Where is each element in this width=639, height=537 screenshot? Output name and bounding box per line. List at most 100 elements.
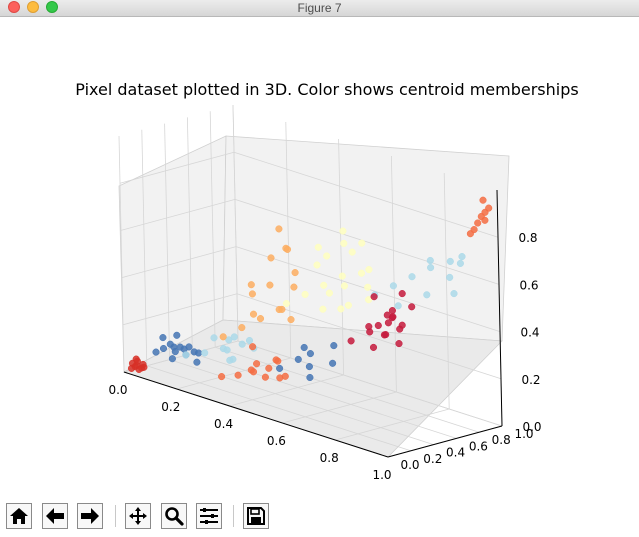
- data-point: [276, 364, 284, 372]
- grid-line-x: [338, 138, 344, 376]
- data-point: [171, 348, 179, 356]
- data-point: [485, 204, 493, 212]
- grid-line-z: [120, 199, 236, 231]
- data-point: [267, 254, 275, 262]
- data-point: [382, 331, 390, 339]
- grid-line-y: [164, 123, 170, 360]
- data-point: [337, 305, 345, 313]
- home-button[interactable]: [6, 503, 32, 529]
- save-floppy-icon: [247, 507, 265, 525]
- z-tick-label: 0.4: [520, 326, 539, 340]
- configure-subplots-button[interactable]: [196, 503, 222, 529]
- zoom-window-button[interactable]: [46, 1, 58, 13]
- data-point: [323, 252, 331, 260]
- back-button[interactable]: [42, 503, 68, 529]
- z-tick-label: 0.8: [518, 231, 537, 245]
- data-point: [319, 305, 327, 313]
- data-point: [306, 350, 314, 358]
- data-point: [338, 272, 346, 280]
- toolbar-separator: [115, 505, 116, 527]
- data-point: [314, 243, 322, 251]
- data-point: [278, 305, 286, 313]
- data-point: [446, 273, 454, 281]
- data-point: [247, 281, 255, 289]
- data-point: [306, 373, 314, 382]
- data-point: [374, 321, 382, 330]
- data-point: [370, 293, 378, 301]
- data-point: [330, 342, 338, 350]
- grid-line-x: [282, 391, 397, 424]
- data-point: [168, 355, 176, 363]
- grid-line-z: [119, 151, 235, 184]
- data-point: [193, 358, 201, 366]
- data-point: [365, 266, 373, 274]
- grid-line-z: [234, 199, 500, 285]
- z-tick-label: 0.0: [522, 420, 541, 434]
- data-point: [384, 319, 392, 327]
- toolbar-separator: [233, 505, 234, 527]
- back-arrow-icon: [46, 508, 64, 524]
- data-point: [395, 340, 403, 348]
- data-point: [219, 333, 227, 341]
- data-point: [301, 290, 309, 298]
- y-tick-label: 0.4: [446, 446, 465, 460]
- data-point: [408, 303, 416, 311]
- data-point: [300, 343, 308, 352]
- data-point: [470, 226, 478, 234]
- x-axis-line: [123, 371, 389, 458]
- data-point: [320, 281, 328, 289]
- close-window-button[interactable]: [8, 1, 20, 13]
- data-point: [225, 336, 233, 344]
- window-title: Figure 7: [297, 1, 342, 15]
- data-point: [458, 253, 466, 261]
- data-point: [369, 343, 378, 351]
- y-tick-label: 0.6: [469, 439, 488, 453]
- grid-line-y: [232, 104, 239, 342]
- data-point: [408, 273, 416, 281]
- figure-canvas[interactable]: Pixel dataset plotted in 3D. Color shows…: [0, 17, 639, 495]
- data-point: [357, 269, 366, 277]
- x-tick-label: 1.0: [372, 468, 391, 482]
- data-point: [249, 310, 258, 318]
- grid-line-y: [209, 111, 216, 348]
- grid-line-z: [122, 293, 238, 326]
- configure-subplots-icon: [200, 508, 218, 524]
- data-point: [247, 366, 255, 374]
- data-point: [195, 349, 203, 357]
- zoom-button[interactable]: [161, 503, 187, 529]
- data-point: [365, 323, 373, 331]
- data-point: [364, 283, 372, 291]
- z-tick-label: 0.6: [519, 278, 538, 292]
- grid-line-x: [229, 374, 344, 407]
- data-point: [249, 343, 257, 351]
- data-point: [423, 291, 431, 299]
- x-tick-label: 0.6: [267, 434, 286, 448]
- data-points: [127, 196, 493, 382]
- grid-line-x: [335, 408, 450, 441]
- data-point: [238, 324, 246, 332]
- data-point: [166, 340, 174, 348]
- x-tick-label: 0.2: [161, 400, 180, 414]
- y-tick-label: 0.0: [400, 458, 419, 472]
- pan-button[interactable]: [125, 503, 151, 529]
- data-point: [398, 290, 406, 298]
- y-tick-label: 1.0: [514, 427, 533, 441]
- data-point: [281, 372, 289, 380]
- data-point: [275, 225, 283, 233]
- pan-move-icon: [129, 507, 147, 525]
- data-point: [329, 359, 337, 367]
- forward-button[interactable]: [77, 503, 103, 529]
- data-point: [234, 371, 242, 379]
- x-tick-label: 0.0: [108, 383, 127, 397]
- data-point: [261, 373, 269, 381]
- grid-line-y: [118, 135, 125, 373]
- data-point: [474, 219, 482, 227]
- data-point: [479, 196, 487, 204]
- data-point: [140, 363, 148, 371]
- save-button[interactable]: [243, 503, 269, 529]
- x-tick-label: 0.8: [320, 451, 339, 465]
- data-point: [291, 269, 299, 277]
- minimize-window-button[interactable]: [27, 1, 39, 13]
- tick-labels: 0.00.20.40.60.81.00.0 0.2 0.4 0.6 0.8 1.00.00…: [108, 231, 541, 482]
- z-axis-line: [496, 189, 503, 427]
